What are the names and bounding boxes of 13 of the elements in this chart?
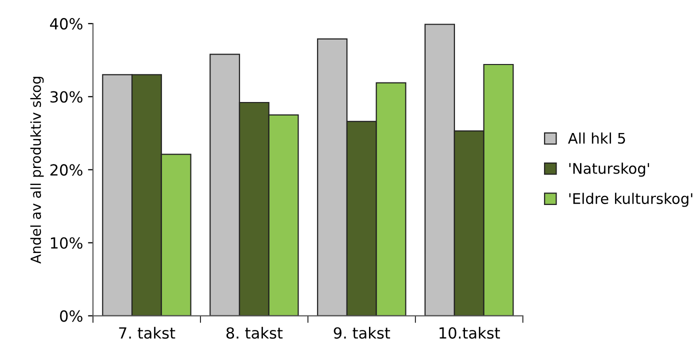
y-axis-title: Andel av all produktiv skog — [30, 76, 44, 264]
y-tick-label: 20% — [50, 164, 82, 176]
x-tick-label: 8. takst — [226, 326, 283, 339]
x-tick-label: 7. takst — [119, 326, 176, 339]
legend-label: 'Eldre kulturskog' — [569, 192, 692, 207]
y-tick-label: 30% — [50, 91, 82, 103]
legend-label: All hkl 5 — [568, 132, 626, 144]
y-tick-label: 10% — [50, 237, 82, 249]
y-tick-label: 0% — [60, 310, 82, 322]
y-tick-label: 40% — [50, 18, 82, 30]
x-tick-label: 10.takst — [440, 326, 500, 339]
x-tick-label: 9. takst — [334, 326, 390, 339]
legend-label: 'Naturskog' — [569, 162, 650, 177]
